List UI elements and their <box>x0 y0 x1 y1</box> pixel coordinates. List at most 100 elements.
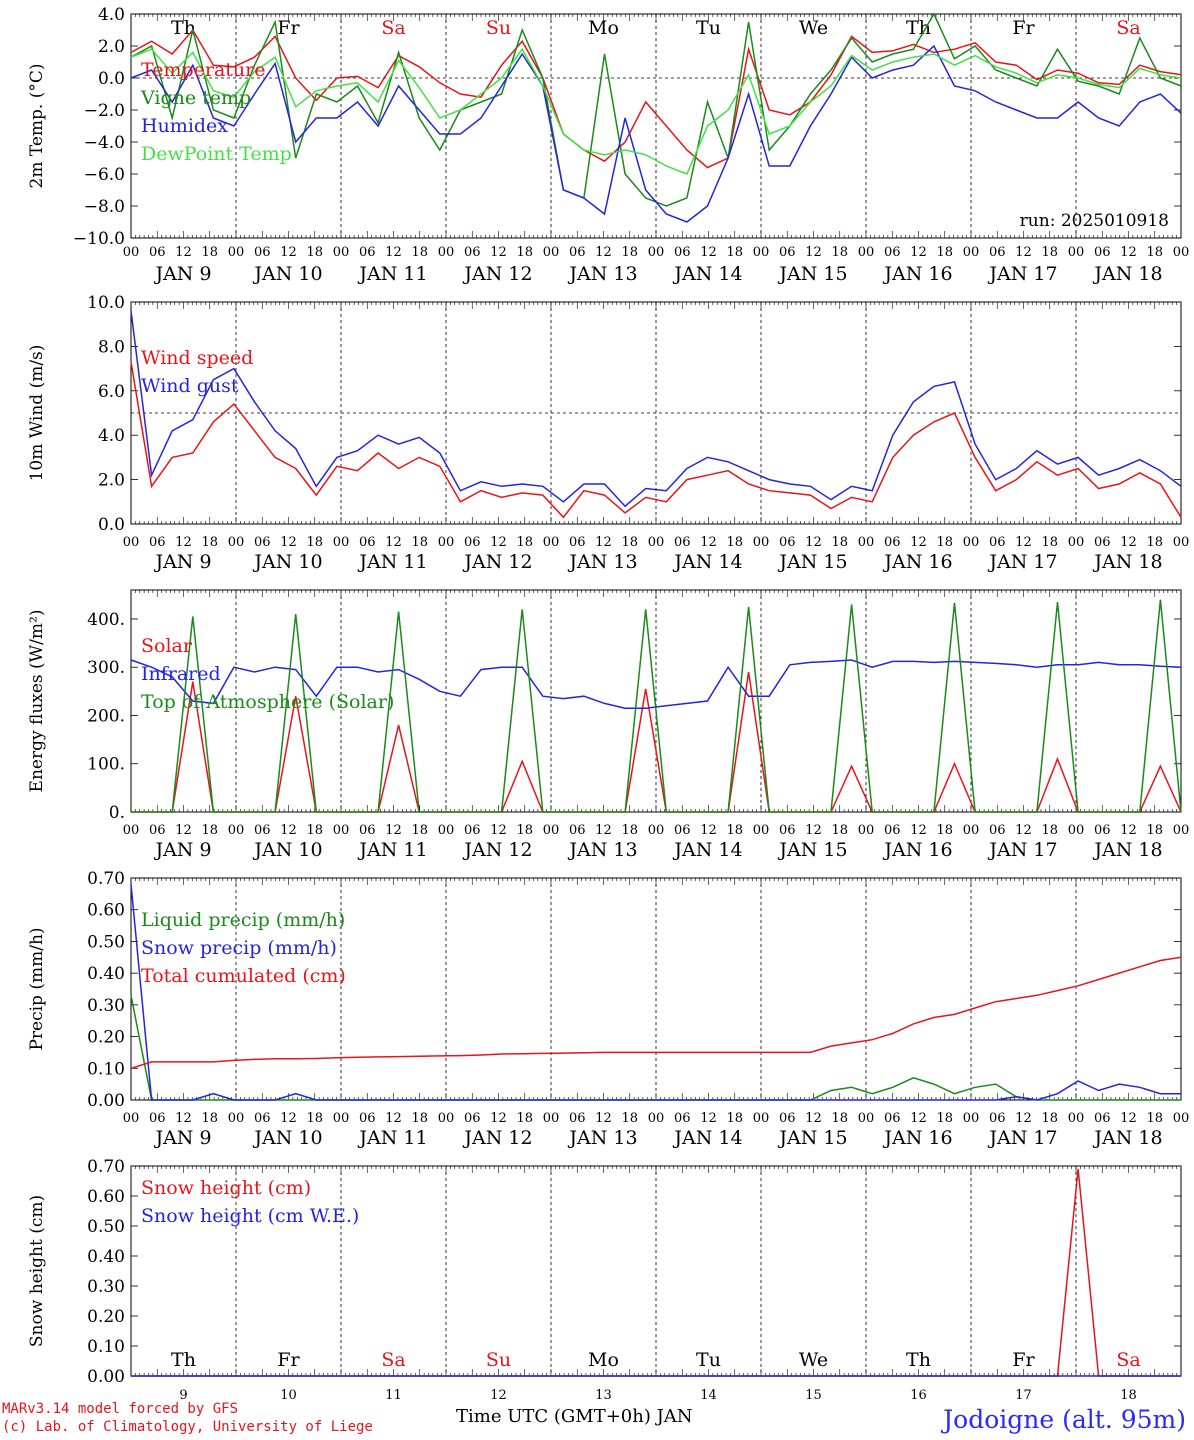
hour-tick-label: 00 <box>753 1111 770 1126</box>
date-label: JAN 16 <box>882 263 952 285</box>
weekday-label: Sa <box>1116 17 1140 39</box>
date-label: JAN 9 <box>153 263 211 285</box>
hour-tick-label: 18 <box>831 1111 848 1126</box>
hour-tick-label: 18 <box>201 245 218 260</box>
weekday-label: Th <box>906 1349 931 1371</box>
hour-tick-label: 12 <box>1120 245 1137 260</box>
series-line <box>130 44 1182 223</box>
hour-tick-label: 18 <box>411 245 428 260</box>
hour-tick-label: 06 <box>254 535 271 550</box>
hour-tick-label: 18 <box>621 1111 638 1126</box>
y-tick-label: 0.40 <box>87 1247 125 1267</box>
run-annotation: run: 2025010918 <box>1020 211 1169 231</box>
series-line <box>131 1168 1181 1377</box>
hour-tick-label: 12 <box>280 823 297 838</box>
hour-tick-label: 18 <box>411 1111 428 1126</box>
hour-tick-label: 06 <box>569 535 586 550</box>
hour-tick-label: 00 <box>858 823 875 838</box>
hour-tick-label: 06 <box>149 1111 166 1126</box>
legend-entry: Wind gust <box>141 375 239 397</box>
day-number-label: 10 <box>280 1388 297 1403</box>
day-number-label: 18 <box>1120 1388 1137 1403</box>
y-tick-label: 10.0 <box>87 293 125 313</box>
hour-tick-label: 00 <box>438 1111 455 1126</box>
hour-tick-label: 06 <box>1094 823 1111 838</box>
y-tick-label: 0.60 <box>87 1187 125 1207</box>
series-line <box>130 28 1182 169</box>
hour-tick-label: 00 <box>1068 535 1085 550</box>
hour-tick-label: 06 <box>1094 245 1111 260</box>
hour-tick-label: 06 <box>989 245 1006 260</box>
x-axis-title: Time UTC (GMT+0h) JAN <box>456 1406 693 1427</box>
hour-tick-label: 18 <box>831 245 848 260</box>
hour-tick-label: 06 <box>254 823 271 838</box>
hour-tick-label: 00 <box>123 1111 140 1126</box>
hour-tick-label: 18 <box>831 823 848 838</box>
weekday-label: Th <box>906 17 931 39</box>
y-tick-label: 0.40 <box>87 964 125 984</box>
weekday-label: Fr <box>1012 1349 1035 1371</box>
hour-tick-label: 12 <box>1120 1111 1137 1126</box>
y-tick-label: 100. <box>87 755 125 775</box>
hour-tick-label: 00 <box>963 1111 980 1126</box>
hour-tick-label: 06 <box>149 245 166 260</box>
hour-tick-label: 00 <box>228 535 245 550</box>
hour-tick-label: 06 <box>674 823 691 838</box>
y-tick-label: 4.0 <box>98 426 125 446</box>
weekday-label: Su <box>486 1349 511 1371</box>
y-tick-label: 0.60 <box>87 901 125 921</box>
hour-tick-label: 06 <box>674 535 691 550</box>
hour-tick-label: 12 <box>385 245 402 260</box>
date-label: JAN 15 <box>777 263 847 285</box>
y-axis-label: Snow height (cm) <box>27 1195 47 1347</box>
day-number-label: 12 <box>490 1388 507 1403</box>
hour-tick-label: 18 <box>1146 245 1163 260</box>
date-label: JAN 16 <box>882 1127 952 1149</box>
weekday-label: Mo <box>588 1349 619 1371</box>
hour-tick-label: 00 <box>333 245 350 260</box>
hour-tick-label: 06 <box>989 823 1006 838</box>
date-label: JAN 15 <box>777 839 847 861</box>
hour-tick-label: 00 <box>1173 535 1190 550</box>
hour-tick-label: 18 <box>1146 1111 1163 1126</box>
hour-tick-label: 00 <box>1173 245 1190 260</box>
hour-tick-label: 00 <box>333 823 350 838</box>
hour-tick-label: 18 <box>936 535 953 550</box>
date-label: JAN 15 <box>777 1127 847 1149</box>
hour-tick-label: 06 <box>989 535 1006 550</box>
hour-tick-label: 06 <box>464 1111 481 1126</box>
date-label: JAN 13 <box>567 839 637 861</box>
hour-tick-label: 18 <box>831 535 848 550</box>
hour-tick-label: 00 <box>228 1111 245 1126</box>
hour-tick-label: 06 <box>884 823 901 838</box>
y-tick-label: 2.0 <box>98 37 125 57</box>
date-label: JAN 12 <box>462 839 532 861</box>
legend-entry: Infrared <box>141 663 221 685</box>
weekday-label: Sa <box>381 1349 405 1371</box>
hour-tick-label: 18 <box>1041 1111 1058 1126</box>
hour-tick-label: 06 <box>779 245 796 260</box>
y-tick-label: 0.0 <box>98 515 125 535</box>
hour-tick-label: 06 <box>149 535 166 550</box>
hour-tick-label: 06 <box>359 1111 376 1126</box>
hour-tick-label: 12 <box>805 535 822 550</box>
hour-tick-label: 06 <box>359 823 376 838</box>
hour-tick-label: 06 <box>1094 535 1111 550</box>
hour-tick-label: 00 <box>648 535 665 550</box>
hour-tick-label: 12 <box>910 1111 927 1126</box>
hour-tick-label: 00 <box>648 1111 665 1126</box>
y-tick-label: 0.0 <box>98 69 125 89</box>
hour-tick-label: 06 <box>779 535 796 550</box>
weekday-label: Fr <box>277 1349 300 1371</box>
hour-tick-label: 06 <box>1094 1111 1111 1126</box>
y-tick-label: −2.0 <box>84 101 125 121</box>
series-line <box>130 47 1182 175</box>
y-axis-label: 10m Wind (m/s) <box>27 345 47 482</box>
date-label: JAN 17 <box>987 1127 1057 1149</box>
y-tick-label: 4.0 <box>98 5 125 25</box>
series-line <box>130 310 1182 508</box>
date-label: JAN 11 <box>357 263 427 285</box>
hour-tick-label: 06 <box>989 1111 1006 1126</box>
hour-tick-label: 12 <box>490 823 507 838</box>
y-tick-label: −4.0 <box>84 133 125 153</box>
